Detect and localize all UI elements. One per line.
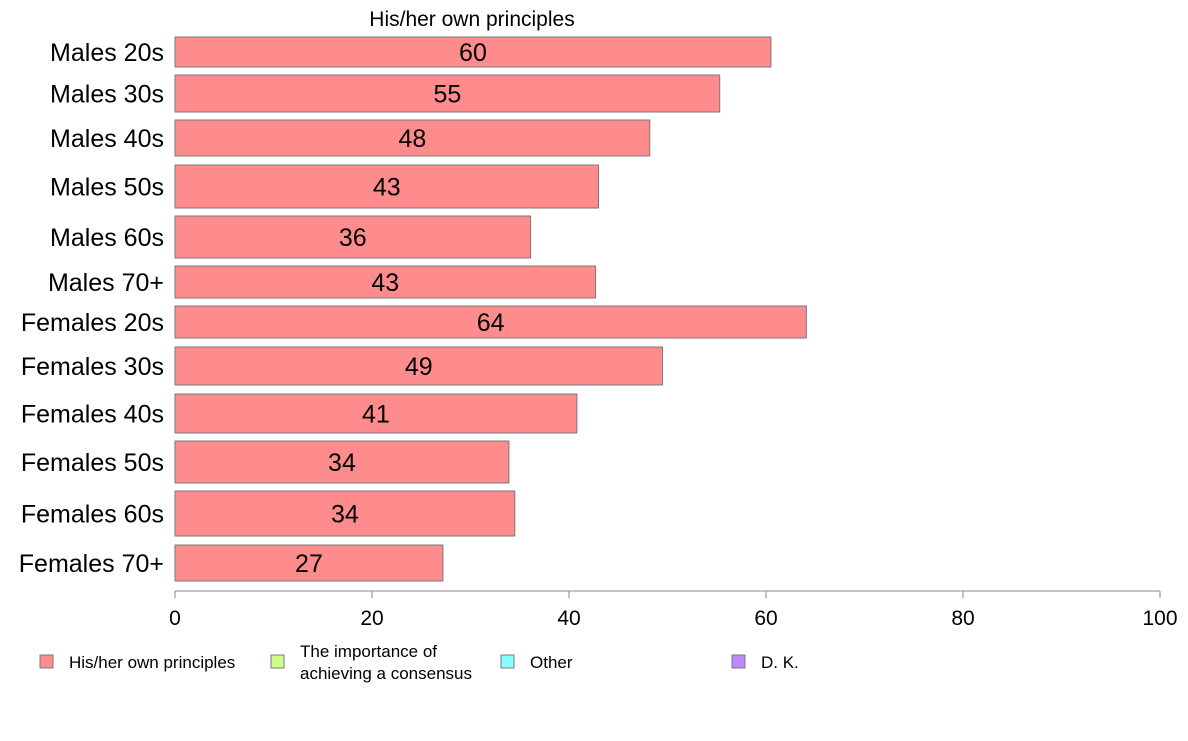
bar-females-20s <box>174 305 807 339</box>
bar-value-label: 36 <box>339 224 367 252</box>
category-label: Males 70+ <box>48 269 164 297</box>
x-axis: 0 20 40 60 80 100 <box>169 590 1178 630</box>
bar-males-20s <box>174 36 772 68</box>
category-labels: Males 20s Males 30s Males 40s Males 50s Male… <box>19 39 164 578</box>
bar-value-label: 43 <box>371 269 399 297</box>
bar-males-70- <box>174 265 597 299</box>
bar-females-50s <box>174 440 510 484</box>
category-label: Females 70+ <box>19 550 164 578</box>
legend-label: D. K. <box>761 653 799 672</box>
bar-value-label: 43 <box>373 174 401 202</box>
category-label: Males 30s <box>50 81 164 109</box>
legend-label: Other <box>530 653 573 672</box>
legend: His/her own principles The importance of a… <box>39 642 799 683</box>
bar-value-label: 64 <box>477 309 505 337</box>
bar-females-70- <box>174 544 444 582</box>
legend-label: His/her own principles <box>69 653 235 672</box>
bar-value-label: 48 <box>398 125 426 153</box>
bar-value-label: 41 <box>362 401 390 429</box>
bar-value-label: 49 <box>405 353 433 381</box>
category-label: Males 50s <box>50 174 164 202</box>
category-label: Males 40s <box>50 125 164 153</box>
category-label: Males 60s <box>50 224 164 252</box>
bar-value-label: 34 <box>328 449 356 477</box>
legend-swatch <box>500 654 515 669</box>
category-label: Males 20s <box>50 39 164 67</box>
bar-females-30s <box>174 346 664 386</box>
bar-value-label: 34 <box>331 501 359 529</box>
x-tick-label: 80 <box>951 607 974 630</box>
x-tick-label: 0 <box>169 607 181 630</box>
category-label: Females 60s <box>21 501 164 529</box>
bar-value-label: 55 <box>433 81 461 109</box>
bar-males-60s <box>174 215 532 259</box>
legend-swatch <box>270 654 285 669</box>
x-tick-label: 20 <box>360 607 383 630</box>
bar-females-60s <box>174 490 516 537</box>
category-label: Females 50s <box>21 449 164 477</box>
bar-value-label: 60 <box>459 39 487 67</box>
bar-males-30s <box>174 74 721 113</box>
legend-swatch <box>731 654 746 669</box>
x-tick-label: 100 <box>1142 607 1177 630</box>
bar-females-40s <box>174 393 578 434</box>
category-label: Females 30s <box>21 353 164 381</box>
bar-males-40s <box>174 119 651 157</box>
chart-title: His/her own principles <box>369 8 574 31</box>
bar-males-50s <box>174 164 600 209</box>
legend-label: The importance of <box>300 642 437 661</box>
category-label: Females 20s <box>21 309 164 337</box>
legend-label: achieving a consensus <box>300 664 472 683</box>
legend-swatch <box>39 654 54 669</box>
x-tick-label: 60 <box>754 607 777 630</box>
bar-value-label: 27 <box>295 550 323 578</box>
category-label: Females 40s <box>21 401 164 429</box>
x-tick-label: 40 <box>557 607 580 630</box>
